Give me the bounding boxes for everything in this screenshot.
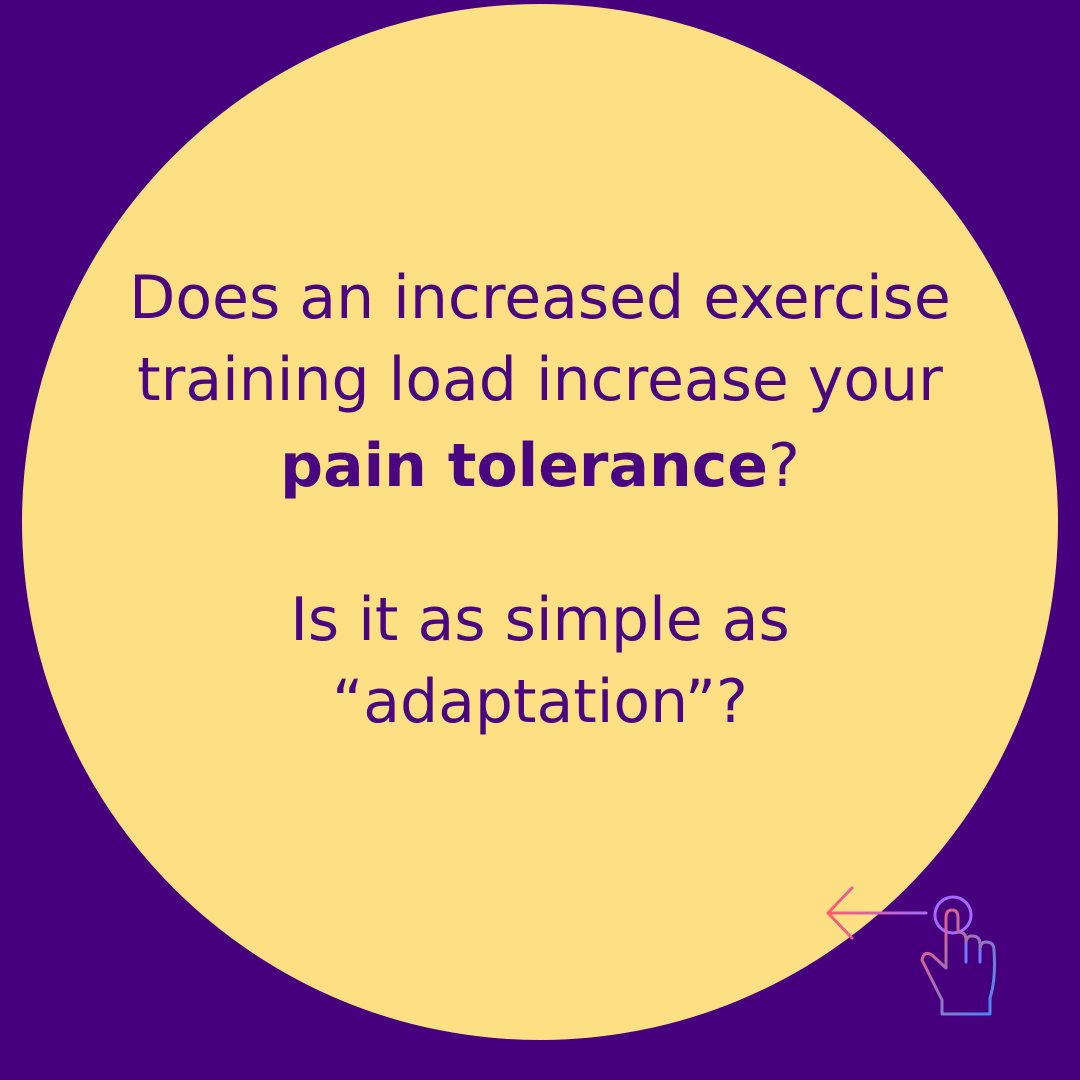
circle [22, 4, 1058, 1040]
swipe-icon [826, 886, 996, 1016]
followup-line: Is it as simple as [290, 585, 790, 655]
question-line: training load increase your [137, 345, 943, 415]
emphasis: pain tolerance [280, 431, 768, 501]
followup-line: “adaptation”? [332, 667, 748, 737]
question-line: Does an increased exercise [129, 263, 951, 333]
question-line: pain tolerance? [280, 431, 800, 501]
question-mark: ? [768, 431, 800, 501]
